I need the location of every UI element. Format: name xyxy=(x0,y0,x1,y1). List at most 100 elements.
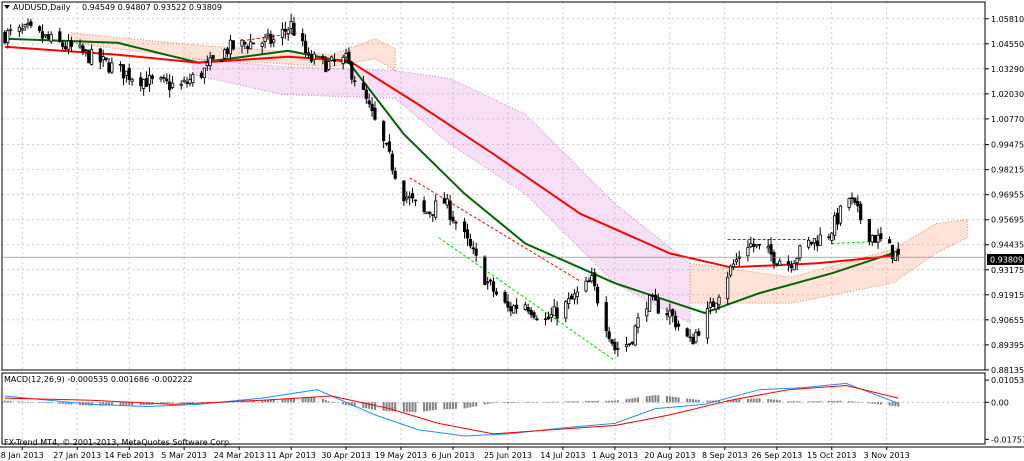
candle-body xyxy=(604,302,608,332)
candle-body xyxy=(384,142,389,145)
candle-body xyxy=(705,308,710,339)
y-tick-label: 0.95695 xyxy=(991,216,1024,225)
macd-hist-bar xyxy=(125,402,128,406)
candle-body xyxy=(20,28,24,31)
macd-hist-bar xyxy=(67,402,70,405)
candle-body xyxy=(43,34,47,37)
candle-body xyxy=(110,62,114,73)
candle-body xyxy=(405,196,409,200)
macd-hist-bar xyxy=(321,398,324,403)
macd-hist-bar xyxy=(833,400,836,403)
macd-hist-bar xyxy=(752,398,755,403)
macd-hist-bar xyxy=(365,402,368,409)
macd-hist-bar xyxy=(489,402,492,404)
macd-hist-bar xyxy=(44,402,47,403)
candle-body xyxy=(367,100,371,105)
candle-body xyxy=(425,211,429,214)
macd-hist-bar xyxy=(180,402,183,404)
macd-hist-bar xyxy=(576,401,579,403)
macd-hist-bar xyxy=(631,398,634,403)
candle-body xyxy=(347,51,351,64)
candle-body xyxy=(147,75,152,85)
macd-hist-bar xyxy=(405,402,408,412)
macd-hist-bar xyxy=(738,399,741,403)
macd-hist-bar xyxy=(452,402,455,409)
candle-body xyxy=(503,291,507,303)
candle-body xyxy=(523,304,527,310)
candle-body xyxy=(309,54,313,62)
macd-hist-bar xyxy=(810,401,813,403)
macd-hist-bar xyxy=(29,402,32,403)
macd-hist-bar xyxy=(350,402,353,406)
candle-body xyxy=(896,248,900,255)
macd-hist-bar xyxy=(671,396,674,403)
candle-body xyxy=(249,41,253,50)
candle-body xyxy=(616,348,620,350)
macd-hist-bar xyxy=(772,399,775,403)
candle-body xyxy=(859,203,863,221)
macd-hist-bar xyxy=(654,395,657,403)
macd-hist-bar xyxy=(807,401,810,403)
x-tick-label: 19 May 2013 xyxy=(375,451,427,460)
candle-body xyxy=(101,56,105,61)
macd-hist-bar xyxy=(313,396,316,403)
macd-hist-bar xyxy=(371,402,374,410)
x-tick-label: 24 Mar 2013 xyxy=(214,451,265,460)
macd-hist-bar xyxy=(266,400,269,403)
macd-hist-bar xyxy=(324,400,327,403)
candle-body xyxy=(489,279,493,282)
macd-hist-bar xyxy=(694,399,697,403)
macd-hist-bar xyxy=(428,402,431,411)
macd-hist-bar xyxy=(122,402,125,406)
macd-hist-bar xyxy=(839,400,842,403)
candle-body xyxy=(332,59,337,62)
ichimoku-cloud-bullish xyxy=(689,219,969,304)
candle-body xyxy=(46,34,50,40)
macd-hist-bar xyxy=(226,402,229,403)
macd-hist-bar xyxy=(706,400,709,403)
macd-hist-bar xyxy=(585,401,588,403)
candle-body xyxy=(529,309,533,316)
macd-hist-bar xyxy=(272,399,275,403)
ma-slow-line xyxy=(4,45,899,269)
candle-body xyxy=(118,63,123,66)
candle-body xyxy=(624,344,629,348)
watermark: FX-Trend MT4, © 2001-2013, MetaQuotes So… xyxy=(4,438,232,447)
macd-hist-bar xyxy=(388,402,391,412)
macd-hist-bar xyxy=(613,400,616,403)
candle-body xyxy=(17,26,21,32)
candle-body xyxy=(390,153,394,171)
candle-body xyxy=(40,31,45,39)
candle-body xyxy=(572,293,577,300)
candle-body xyxy=(144,78,149,87)
candle-body xyxy=(124,70,128,76)
candle-body xyxy=(150,75,154,79)
candle-body xyxy=(471,247,475,250)
candle-body xyxy=(708,302,712,308)
candle-body xyxy=(327,61,331,70)
macd-hist-bar xyxy=(443,402,446,410)
macd-hist-bar xyxy=(449,402,452,410)
macd-hist-bar xyxy=(281,399,284,403)
candle-body xyxy=(87,50,91,64)
macd-y-tick-label: 0.00 xyxy=(991,398,1009,407)
candle-body xyxy=(69,40,73,47)
macd-hist-bar xyxy=(735,399,738,403)
candle-body xyxy=(711,301,715,308)
macd-hist-bar xyxy=(145,402,148,406)
candle-body xyxy=(292,22,296,36)
macd-hist-bar xyxy=(856,401,859,403)
macd-hist-bar xyxy=(648,395,651,403)
macd-hist-bar xyxy=(284,398,287,403)
candle-body xyxy=(220,60,224,63)
macd-hist-bar xyxy=(611,400,614,403)
macd-hist-bar xyxy=(732,399,735,403)
candle-body xyxy=(876,234,880,243)
candle-body xyxy=(434,200,438,218)
symbol-dropdown-icon[interactable] xyxy=(4,5,10,9)
price-tag: 0.93809 xyxy=(990,256,1023,265)
candle-body xyxy=(387,141,392,152)
candle-body xyxy=(228,39,233,55)
signal-line xyxy=(4,384,899,435)
x-tick-label: 8 Jan 2013 xyxy=(1,451,44,460)
